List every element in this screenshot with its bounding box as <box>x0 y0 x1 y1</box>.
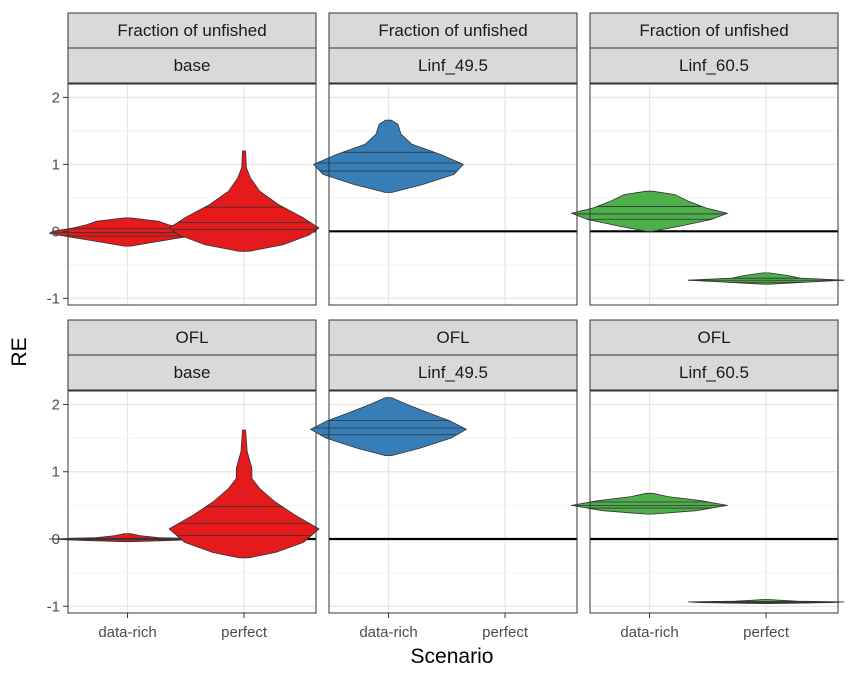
strip-col-label-box <box>589 47 839 84</box>
strip-col-label-box <box>589 354 839 391</box>
facet-panel: Fraction of unfished Linf_49.5 <box>313 12 578 306</box>
x-tick-label: perfect <box>482 624 529 641</box>
x-tick-label: perfect <box>221 624 268 641</box>
facet-panel: OFL Linf_60.5 data-rich perfect <box>571 319 845 641</box>
facet-panel: OFL base -1 0 1 2 data-rich perfect <box>47 319 320 641</box>
x-tick-label: data-rich <box>98 624 156 641</box>
y-tick-label: -1 <box>47 290 60 307</box>
plot-background <box>68 391 316 613</box>
strip-col-label-box <box>67 354 317 391</box>
panel-border <box>67 83 317 306</box>
x-tick-label: data-rich <box>359 624 417 641</box>
strip-col-label: Linf_49.5 <box>418 56 488 75</box>
strip-col-label: Linf_60.5 <box>679 56 749 75</box>
x-axis-title: Scenario <box>411 645 494 668</box>
x-tick-label: data-rich <box>620 624 678 641</box>
strip-col-label: base <box>174 56 211 75</box>
violin-data-rich <box>571 190 728 232</box>
strip-row-label: OFL <box>697 328 730 347</box>
strip-col-label-box <box>328 47 578 84</box>
strip-row-label: Fraction of unfished <box>378 21 527 40</box>
plot-background <box>329 84 577 305</box>
strip-col-label-box <box>328 354 578 391</box>
strip-row-label: OFL <box>175 328 208 347</box>
panel-border <box>328 83 578 306</box>
y-tick-label: 2 <box>52 89 60 106</box>
facet-panel: Fraction of unfished Linf_60.5 <box>571 12 845 306</box>
y-tick-label: 1 <box>52 156 60 173</box>
facet-panel: OFL Linf_49.5 data-rich perfect <box>310 319 578 641</box>
strip-col-label: base <box>174 363 211 382</box>
plot-background <box>68 84 316 305</box>
strip-row-label-box <box>67 319 317 356</box>
strip-row-label-box <box>328 319 578 356</box>
violin-perfect <box>168 150 320 252</box>
facet-panel: Fraction of unfished base -1 0 1 2 <box>47 12 320 307</box>
strip-row-label: OFL <box>436 328 469 347</box>
strip-col-label: Linf_60.5 <box>679 363 749 382</box>
x-tick-label: perfect <box>743 624 790 641</box>
panel-border <box>328 390 578 614</box>
strip-col-label-box <box>67 47 317 84</box>
strip-row-label-box <box>67 12 317 49</box>
y-tick-label: 1 <box>52 464 60 481</box>
y-tick-label: 0 <box>52 531 60 548</box>
strip-row-label-box <box>589 319 839 356</box>
panel-border <box>589 390 839 614</box>
violin-perfect <box>168 429 320 559</box>
y-tick-label: 0 <box>52 223 60 240</box>
y-tick-label: 2 <box>52 396 60 413</box>
strip-row-label: Fraction of unfished <box>117 21 266 40</box>
strip-col-label: Linf_49.5 <box>418 363 488 382</box>
panel-border <box>67 390 317 614</box>
y-tick-label: -1 <box>47 598 60 615</box>
violin-data-rich <box>313 119 464 193</box>
y-axis-title: RE <box>8 337 31 366</box>
strip-row-label-box <box>589 12 839 49</box>
violin-data-rich <box>310 397 467 456</box>
panel-border <box>589 83 839 306</box>
strip-row-label: Fraction of unfished <box>639 21 788 40</box>
